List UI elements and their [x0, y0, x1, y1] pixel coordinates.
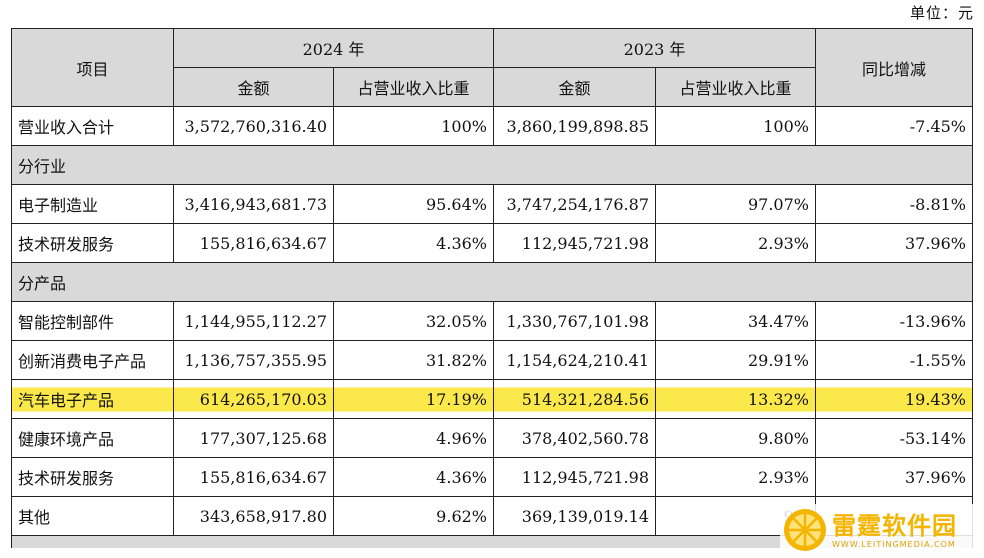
table-row: 技术研发服务 155,816,634.67 4.36% 112,945,721.98 2…: [11, 457, 973, 497]
table-row: 技术研发服务 155,816,634.67 4.36% 112,945,721.98 2…: [11, 223, 973, 263]
table-row: 健康环境产品 177,307,125.68 4.96% 378,402,560.78 9…: [11, 418, 973, 458]
table-row: 创新消费电子产品 1,136,757,355.95 31.82% 1,154,624,…: [11, 340, 973, 380]
amount-2024-cell: 3,572,760,316.40: [173, 106, 334, 146]
amount-2023-cell: 369,139,019.14: [493, 496, 656, 536]
amount-2024-cell: 1,144,955,112.27: [173, 301, 334, 341]
amount-2023-cell: 112,945,721.98: [493, 223, 656, 263]
ratio-2023-cell: 2.93%: [655, 457, 816, 497]
amount-2024-cell: 177,307,125.68: [173, 418, 334, 458]
amount-2023-cell: 112,945,721.98: [493, 457, 656, 497]
watermark: 雷霆软件园 WWW.LEITINGMEDIA.COM: [780, 504, 980, 556]
lemon-slice-icon: [784, 509, 826, 551]
amount-2024-cell: 155,816,634.67: [173, 223, 334, 263]
yoy-cell: 19.43%: [815, 379, 973, 419]
ratio-2023-cell: 100%: [655, 106, 816, 146]
ratio-2024-cell: 4.36%: [333, 223, 494, 263]
ratio-2023-cell: 34.47%: [655, 301, 816, 341]
amount-2023-cell: 378,402,560.78: [493, 418, 656, 458]
row-label: 电子制造业: [11, 184, 174, 224]
ratio-2023-cell: 29.91%: [655, 340, 816, 380]
cut-off-cell: [11, 535, 973, 548]
section-label: 分行业: [11, 145, 973, 185]
header-yoy: 同比增减: [815, 28, 973, 107]
yoy-cell: -8.81%: [815, 184, 973, 224]
header-year-2023: 2023 年: [493, 28, 816, 68]
amount-2023-cell: 1,154,624,210.41: [493, 340, 656, 380]
amount-2023-cell: 3,860,199,898.85: [493, 106, 656, 146]
amount-2024-cell: 614,265,170.03: [173, 379, 334, 419]
table-row: 汽车电子产品 614,265,170.03 17.19% 514,321,284.56…: [11, 379, 973, 419]
row-label: 技术研发服务: [11, 223, 174, 263]
ratio-2024-cell: 17.19%: [333, 379, 494, 419]
yoy-cell: -7.45%: [815, 106, 973, 146]
row-label: 营业收入合计: [11, 106, 174, 146]
amount-2023-cell: 514,321,284.56: [493, 379, 656, 419]
amount-2023-cell: 1,330,767,101.98: [493, 301, 656, 341]
amount-2024-cell: 343,658,917.80: [173, 496, 334, 536]
cut-off-row: [11, 535, 973, 548]
ratio-2024-cell: 100%: [333, 106, 494, 146]
ratio-2023-cell: 97.07%: [655, 184, 816, 224]
amount-2024-cell: 3,416,943,681.73: [173, 184, 334, 224]
revenue-table: 项目 2024 年 2023 年 同比增减 金额 占营业收入比重 金额 占营业收…: [11, 28, 973, 548]
ratio-2024-cell: 4.96%: [333, 418, 494, 458]
unit-label: 单位：元: [909, 4, 974, 22]
yoy-cell: -53.14%: [815, 418, 973, 458]
row-label: 汽车电子产品: [11, 379, 174, 419]
header-year-2024: 2024 年: [173, 28, 494, 68]
yoy-cell: -1.55%: [815, 340, 973, 380]
ratio-2024-cell: 95.64%: [333, 184, 494, 224]
section-label: 分产品: [11, 262, 973, 302]
row-label: 健康环境产品: [11, 418, 174, 458]
ratio-2024-cell: 4.36%: [333, 457, 494, 497]
header-ratio-2023: 占营业收入比重: [655, 67, 816, 107]
row-label: 其他: [11, 496, 174, 536]
ratio-2024-cell: 32.05%: [333, 301, 494, 341]
section-row: 分产品: [11, 262, 973, 302]
ratio-2023-cell: 13.32%: [655, 379, 816, 419]
amount-2024-cell: 1,136,757,355.95: [173, 340, 334, 380]
section-row: 分行业: [11, 145, 973, 185]
ratio-2024-cell: 9.62%: [333, 496, 494, 536]
header-amount-2024: 金额: [173, 67, 334, 107]
ratio-2023-cell: 9.80%: [655, 418, 816, 458]
table-row: 电子制造业 3,416,943,681.73 95.64% 3,747,254,176…: [11, 184, 973, 224]
watermark-name: 雷霆软件园: [832, 511, 957, 540]
yoy-cell: -13.96%: [815, 301, 973, 341]
yoy-cell: 37.96%: [815, 223, 973, 263]
row-label: 技术研发服务: [11, 457, 174, 497]
ratio-2023-cell: 2.93%: [655, 223, 816, 263]
header-ratio-2024: 占营业收入比重: [333, 67, 494, 107]
amount-2024-cell: 155,816,634.67: [173, 457, 334, 497]
row-label: 智能控制部件: [11, 301, 174, 341]
yoy-cell: 37.96%: [815, 457, 973, 497]
row-label: 创新消费电子产品: [11, 340, 174, 380]
ratio-2024-cell: 31.82%: [333, 340, 494, 380]
amount-2023-cell: 3,747,254,176.87: [493, 184, 656, 224]
table-row: 智能控制部件 1,144,955,112.27 32.05% 1,330,767,10…: [11, 301, 973, 341]
watermark-url: WWW.LEITINGMEDIA.COM: [832, 539, 956, 549]
header-item: 项目: [11, 28, 174, 107]
header-amount-2023: 金额: [493, 67, 656, 107]
table-row: 营业收入合计 3,572,760,316.40 100% 3,860,199,898.…: [11, 106, 973, 146]
